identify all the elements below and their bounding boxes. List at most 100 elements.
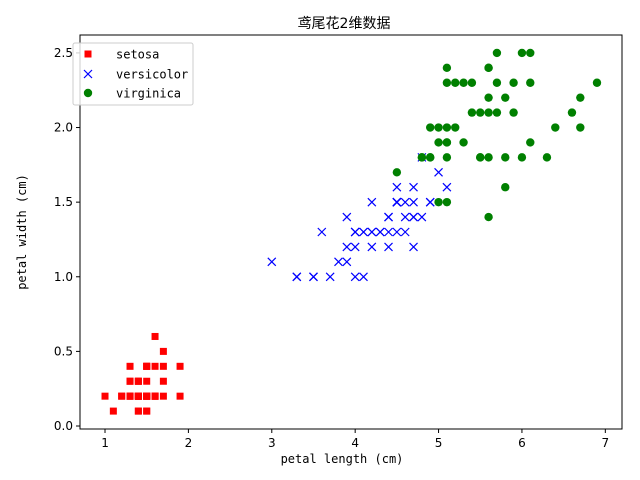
point-virginica-40	[484, 63, 493, 73]
point-virginica-7	[542, 153, 552, 162]
point-virginica-35	[526, 78, 535, 87]
y-tick-label: 0.5	[54, 344, 73, 358]
point-virginica-9	[526, 48, 535, 58]
point-virginica-21	[426, 123, 435, 132]
y-axis-ticks: 0.0 0.5 1.0 1.5 2.0 2.5	[54, 46, 80, 433]
point-virginica-11	[459, 138, 468, 147]
point-versicolor-45	[367, 242, 377, 252]
point-virginica-44	[492, 48, 502, 58]
point-setosa-42	[126, 392, 134, 400]
point-virginica-27	[426, 153, 435, 162]
point-versicolor-31	[325, 272, 335, 282]
point-versicolor-30	[334, 257, 343, 267]
legend-versicolor-marker	[83, 69, 93, 79]
plot-marks	[101, 48, 602, 415]
point-virginica-46	[434, 138, 443, 147]
series-virginica	[392, 48, 602, 222]
point-setosa-48	[143, 392, 151, 400]
point-virginica-38	[417, 153, 427, 162]
point-versicolor-14	[317, 227, 327, 237]
point-virginica-20	[492, 78, 502, 87]
point-virginica-33	[442, 197, 452, 207]
point-versicolor-5	[392, 227, 402, 237]
point-virginica-25	[517, 153, 527, 162]
point-virginica-32	[484, 93, 493, 102]
point-virginica-29	[501, 183, 510, 192]
point-setosa-13	[109, 407, 117, 415]
point-versicolor-22	[425, 197, 435, 207]
point-virginica-31	[551, 123, 560, 132]
chart-title: 鸢尾花2维数据	[298, 16, 391, 32]
point-versicolor-32	[342, 242, 352, 252]
point-virginica-15	[459, 78, 468, 87]
point-versicolor-41	[400, 212, 410, 222]
point-setosa-5	[159, 362, 167, 370]
point-setosa-46	[151, 392, 159, 400]
legend-setosa-label: setosa	[116, 48, 159, 62]
point-versicolor-37	[384, 227, 393, 237]
legend: setosa versicolor virginica	[72, 42, 194, 106]
point-versicolor-33	[442, 182, 452, 192]
point-setosa-22	[101, 392, 109, 400]
point-virginica-47	[451, 123, 460, 132]
point-setosa-32	[143, 407, 151, 415]
x-tick-label: 1	[101, 436, 109, 450]
point-versicolor-8	[400, 227, 410, 237]
point-virginica-42	[442, 138, 452, 147]
point-versicolor-4	[400, 197, 410, 207]
legend-virginica-marker	[83, 88, 93, 98]
point-virginica-48	[467, 78, 477, 87]
point-setosa-37	[134, 407, 142, 415]
point-versicolor-25	[384, 212, 393, 222]
y-tick-label: 2.5	[54, 46, 73, 60]
point-setosa-19	[143, 377, 151, 385]
point-virginica-28	[484, 108, 493, 117]
y-tick-label: 1.0	[54, 270, 73, 284]
point-virginica-18	[592, 78, 602, 87]
point-virginica-49	[442, 153, 452, 162]
point-virginica-45	[451, 78, 460, 87]
point-versicolor-42	[350, 242, 360, 252]
point-virginica-12	[476, 108, 485, 117]
x-tick-label: 4	[351, 436, 359, 450]
point-setosa-44	[176, 362, 184, 370]
y-tick-label: 2.0	[54, 121, 73, 135]
point-virginica-3	[484, 153, 493, 162]
legend-versicolor-label: versicolor	[116, 68, 188, 82]
point-versicolor-13	[409, 212, 418, 222]
point-setosa-41	[126, 377, 134, 385]
x-axis-ticks: 1 2 3 4 5 6 7	[101, 429, 609, 450]
legend-virginica-label: virginica	[116, 87, 181, 101]
point-setosa-18	[159, 377, 167, 385]
point-versicolor-26	[417, 212, 427, 222]
y-tick-label: 0.0	[54, 419, 73, 433]
point-setosa-26	[151, 362, 159, 370]
point-setosa-49	[134, 392, 142, 400]
point-versicolor-43	[292, 272, 302, 282]
point-versicolor-36	[409, 197, 418, 207]
point-versicolor-35	[392, 182, 402, 192]
point-virginica-13	[434, 123, 443, 132]
x-tick-label: 6	[518, 436, 526, 450]
point-setosa-20	[159, 392, 167, 400]
point-setosa-43	[151, 332, 159, 340]
legend-box	[72, 42, 194, 106]
point-versicolor-46	[367, 227, 377, 237]
point-virginica-14	[442, 63, 452, 73]
point-setosa-45	[134, 377, 142, 385]
x-tick-label: 5	[435, 436, 443, 450]
point-versicolor-29	[309, 272, 318, 282]
series-versicolor	[267, 152, 452, 282]
point-versicolor-48	[267, 257, 277, 267]
point-setosa-31	[143, 362, 151, 370]
series-setosa	[101, 332, 184, 415]
point-virginica-30	[526, 138, 535, 147]
point-virginica-5	[567, 108, 577, 117]
point-virginica-8	[501, 153, 510, 162]
point-virginica-39	[467, 108, 477, 117]
point-setosa-35	[118, 392, 126, 400]
point-versicolor-19	[342, 257, 352, 267]
point-versicolor-6	[409, 182, 418, 192]
y-axis-label: petal width (cm)	[15, 174, 29, 290]
